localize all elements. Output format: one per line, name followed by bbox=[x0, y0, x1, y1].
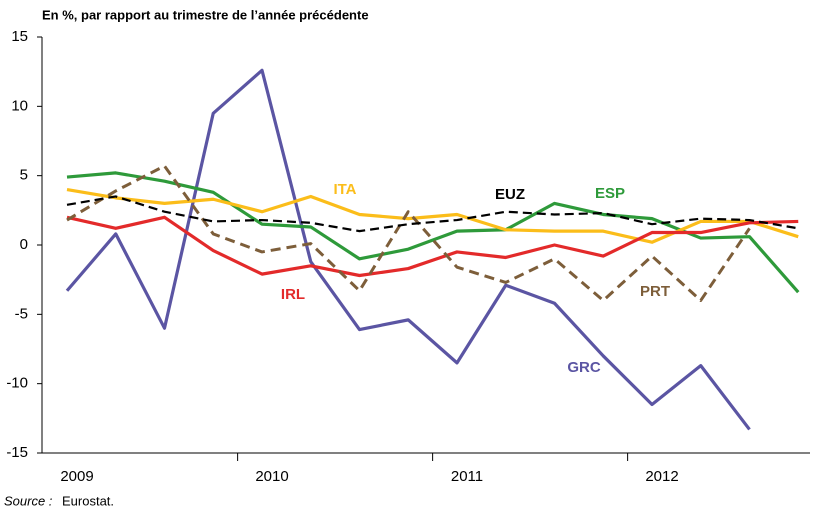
series-label: ITA bbox=[333, 181, 356, 198]
y-tick-label: 15 bbox=[11, 28, 28, 45]
y-tick-label: 5 bbox=[20, 167, 28, 184]
series-label: ESP bbox=[595, 185, 625, 202]
series-label: PRT bbox=[640, 283, 670, 300]
source: Eurostat. bbox=[62, 493, 114, 508]
series-line bbox=[65, 68, 751, 431]
x-tick-label: 2009 bbox=[60, 468, 93, 485]
series-line bbox=[66, 164, 751, 302]
y-tick-label: -10 bbox=[6, 375, 28, 392]
series-label: IRL bbox=[281, 286, 305, 303]
x-tick-label: 2010 bbox=[255, 468, 288, 485]
y-tick-label: 10 bbox=[11, 97, 28, 114]
source-label: Source : bbox=[4, 493, 53, 508]
y-tick-label: -5 bbox=[15, 305, 28, 322]
y-tick-label: -15 bbox=[6, 444, 28, 461]
series-line bbox=[66, 171, 800, 294]
series-label: GRC bbox=[567, 359, 601, 376]
chart-title: En %, par rapport au trimestre de l’anné… bbox=[42, 7, 369, 22]
x-tick-label: 2012 bbox=[645, 468, 678, 485]
series-line bbox=[66, 215, 799, 278]
y-tick-label: 0 bbox=[20, 236, 28, 253]
series-line bbox=[66, 195, 799, 233]
series-label: EUZ bbox=[495, 186, 525, 203]
x-tick-label: 2011 bbox=[451, 468, 483, 485]
